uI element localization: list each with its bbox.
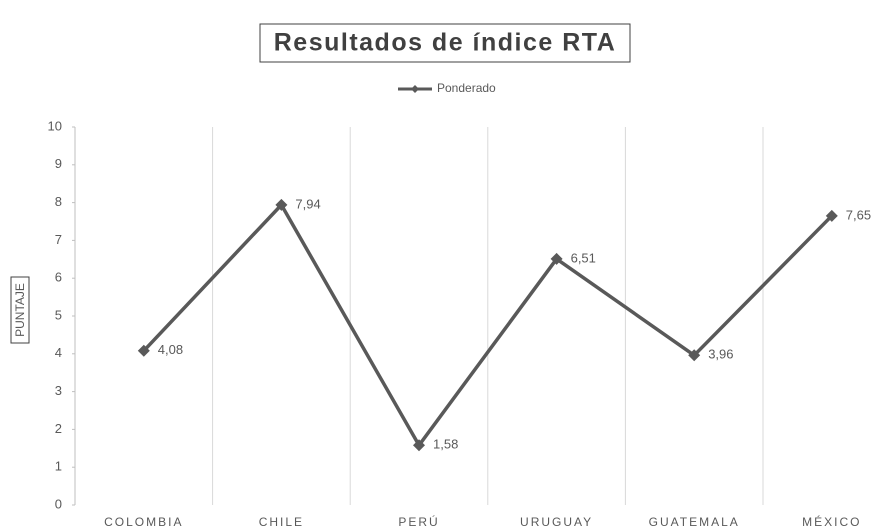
y-label-box bbox=[10, 276, 30, 344]
y-tick-label: 5 bbox=[55, 307, 62, 322]
legend-label: Ponderado bbox=[437, 81, 496, 95]
data-label: 6,51 bbox=[571, 250, 596, 265]
data-label: 4,08 bbox=[158, 342, 183, 357]
data-point bbox=[275, 198, 288, 211]
x-tick-label: CHILE bbox=[259, 515, 304, 529]
title-box bbox=[259, 23, 631, 63]
data-point bbox=[825, 209, 838, 222]
x-tick-label: GUATEMALA bbox=[649, 515, 740, 529]
legend-marker bbox=[411, 85, 419, 93]
x-tick-label: PERÚ bbox=[398, 514, 439, 529]
y-axis-label: PUNTAJE bbox=[13, 283, 27, 337]
data-point bbox=[413, 439, 425, 452]
x-tick-label: MÉXICO bbox=[802, 514, 861, 529]
series-line bbox=[142, 203, 834, 448]
y-tick-label: 6 bbox=[55, 270, 62, 285]
y-tick-label: 8 bbox=[55, 194, 62, 209]
x-tick-label: URUGUAY bbox=[520, 515, 593, 529]
data-label: 7,65 bbox=[846, 207, 871, 222]
data-point bbox=[550, 252, 563, 265]
data-point bbox=[137, 344, 150, 357]
data-label: 7,94 bbox=[295, 196, 320, 211]
data-label: 3,96 bbox=[708, 347, 733, 362]
y-tick-label: 0 bbox=[55, 496, 62, 511]
y-tick-label: 7 bbox=[55, 232, 62, 247]
y-tick-label: 3 bbox=[55, 383, 62, 398]
y-tick-label: 4 bbox=[55, 345, 62, 360]
data-label: 1,58 bbox=[433, 437, 458, 452]
y-tick-label: 10 bbox=[48, 118, 62, 133]
y-tick-label: 9 bbox=[55, 156, 62, 171]
y-tick-label: 1 bbox=[55, 459, 62, 474]
x-tick-label: COLOMBIA bbox=[104, 515, 183, 529]
data-point bbox=[688, 349, 701, 362]
chart-title: Resultados de índice RTA bbox=[274, 29, 617, 57]
y-tick-label: 2 bbox=[55, 421, 62, 436]
